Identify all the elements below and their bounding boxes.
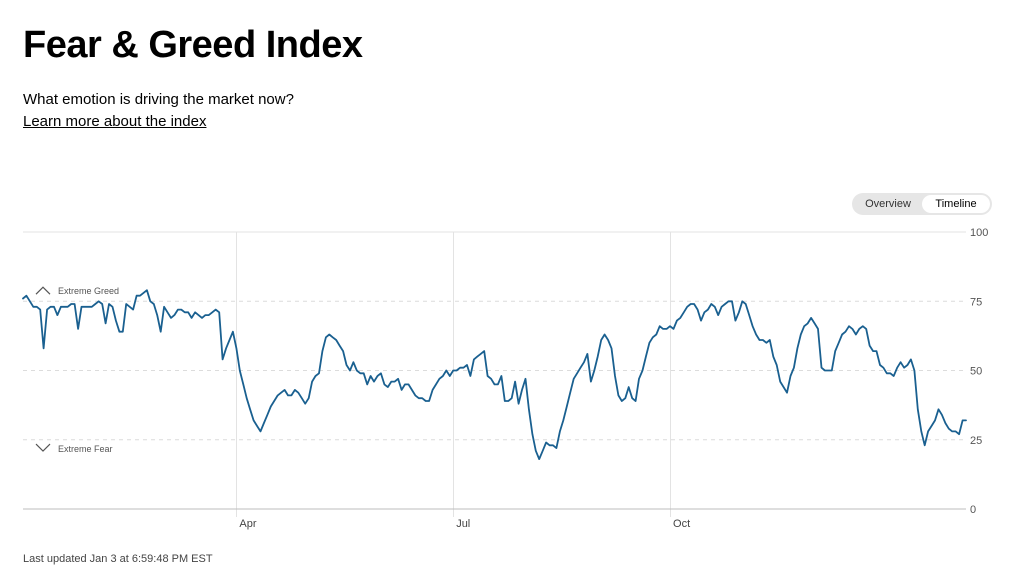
annotation-label: Extreme Greed [58,286,119,296]
overview-tab[interactable]: Overview [865,198,911,210]
chevron-up-icon [35,286,51,295]
page-title: Fear & Greed Index [23,24,363,66]
x-tick-label: Jul [456,518,470,530]
view-toggle: Overview Timeline [852,193,992,215]
annotation-label: Extreme Fear [58,444,113,454]
timeline-tab[interactable]: Timeline [922,195,990,213]
chevron-down-icon [35,443,51,452]
y-tick-label: 75 [970,296,982,308]
x-tick-label: Apr [239,518,256,530]
y-tick-label: 25 [970,435,982,447]
y-tick-label: 0 [970,504,976,516]
y-tick-label: 50 [970,366,982,378]
index-series-line [22,289,967,461]
learn-more-link[interactable]: Learn more about the index [23,113,207,130]
x-tick-label: Oct [673,518,690,530]
y-tick-label: 100 [970,227,988,239]
page-subtitle: What emotion is driving the market now? [23,91,294,108]
last-updated: Last updated Jan 3 at 6:59:48 PM EST [23,553,213,565]
